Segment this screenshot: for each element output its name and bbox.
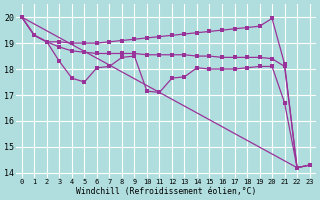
- X-axis label: Windchill (Refroidissement éolien,°C): Windchill (Refroidissement éolien,°C): [76, 187, 256, 196]
